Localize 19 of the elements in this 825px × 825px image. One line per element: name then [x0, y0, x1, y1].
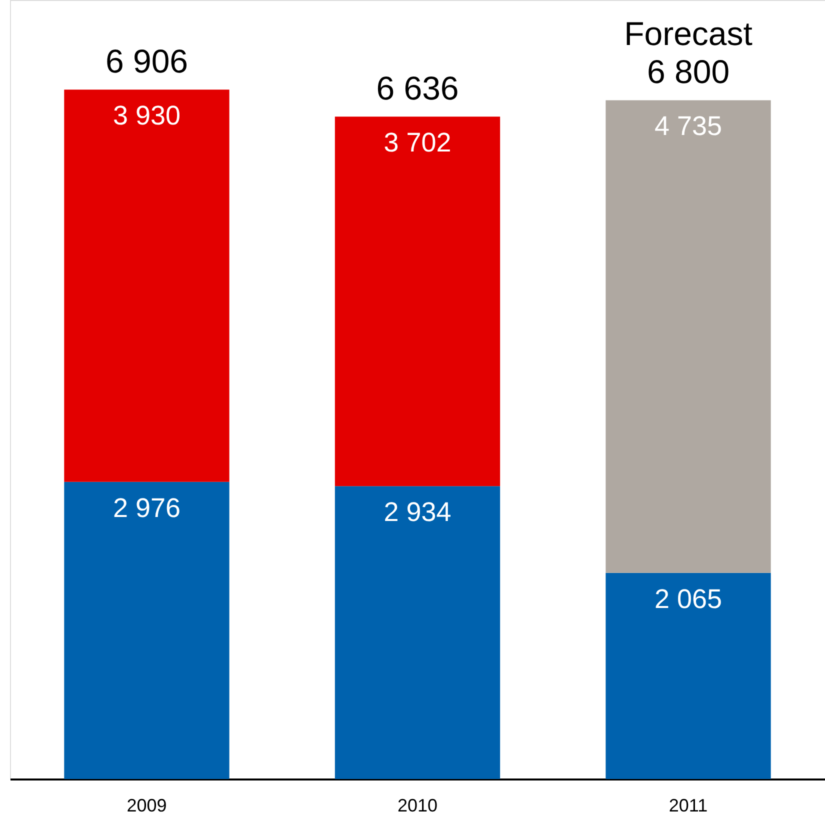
data-label: 4 735 [654, 111, 722, 142]
data-label: 2 976 [112, 492, 181, 523]
bar [64, 90, 230, 482]
bar [334, 116, 500, 486]
bar [334, 486, 500, 779]
bar [606, 100, 771, 573]
total-label: 6 800 [646, 53, 730, 90]
annotation: Forecast [624, 15, 752, 52]
total-label: 6 906 [105, 42, 188, 80]
data-label: 3 930 [112, 100, 181, 131]
total-label: 6 636 [376, 70, 459, 107]
x-tick-label: 2010 [397, 796, 438, 816]
data-label: 3 702 [384, 128, 452, 158]
bar [606, 572, 771, 779]
bar [64, 482, 230, 779]
data-label: 2 934 [384, 497, 452, 528]
data-label: 2 065 [654, 584, 722, 614]
x-tick-label: 2011 [668, 796, 708, 816]
x-tick-label: 2009 [126, 796, 167, 816]
